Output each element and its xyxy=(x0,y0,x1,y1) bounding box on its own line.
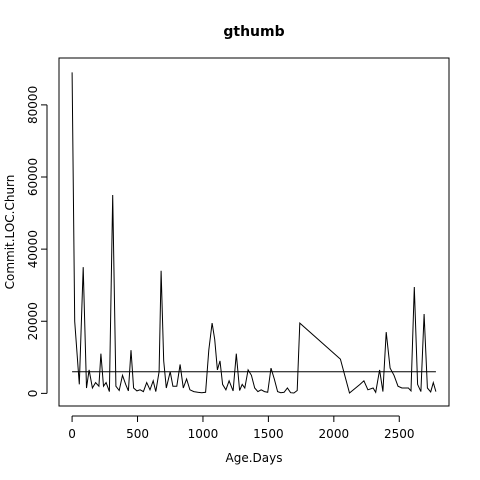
x-tick-label: 1500 xyxy=(253,427,284,441)
y-tick-label: 80000 xyxy=(26,86,40,124)
y-axis: 0 20000 40000 60000 80000 xyxy=(26,86,48,398)
x-axis: 0 500 1000 1500 2000 2500 xyxy=(68,415,415,441)
x-axis-label: Age.Days xyxy=(226,451,283,465)
plot-frame xyxy=(58,57,450,407)
x-tick-label: 2000 xyxy=(319,427,350,441)
y-tick-label: 40000 xyxy=(26,230,40,268)
chart-title: gthumb xyxy=(223,24,284,40)
y-tick-label: 20000 xyxy=(26,302,40,340)
x-tick-label: 2500 xyxy=(384,427,415,441)
y-tick-label: 0 xyxy=(26,390,40,398)
series-line xyxy=(71,72,437,394)
x-tick-label: 0 xyxy=(68,427,76,441)
x-tick-label: 500 xyxy=(126,427,149,441)
x-tick-label: 1000 xyxy=(188,427,219,441)
y-axis-label: Commit.LOC.Churn xyxy=(3,175,17,290)
y-tick-label: 60000 xyxy=(26,158,40,196)
